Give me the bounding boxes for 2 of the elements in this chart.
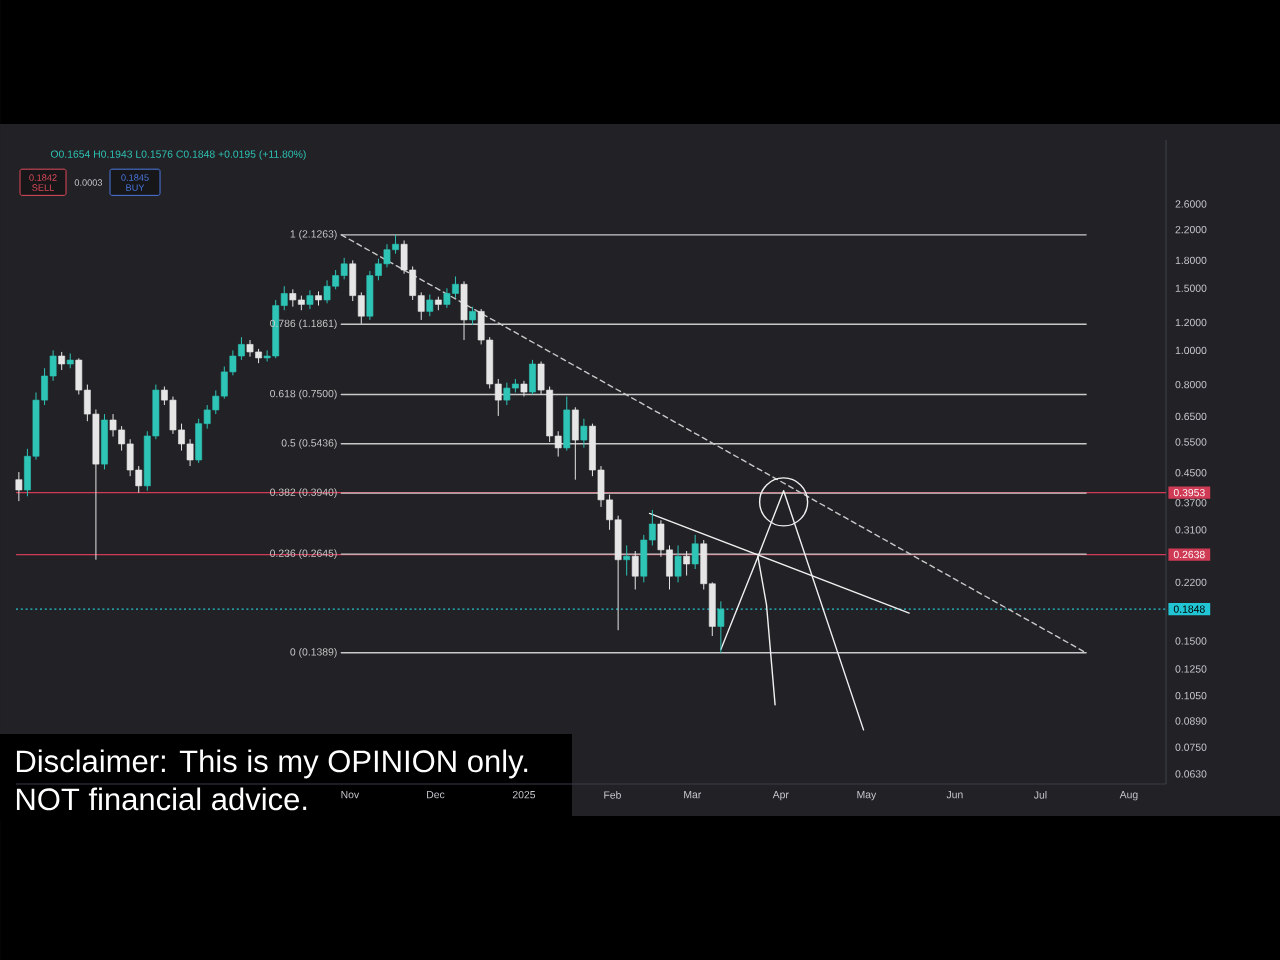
annotation: Disclaimer: This is my OPINION only. bbox=[16, 749, 528, 779]
text: NOT financial advice. bbox=[16, 787, 307, 811]
